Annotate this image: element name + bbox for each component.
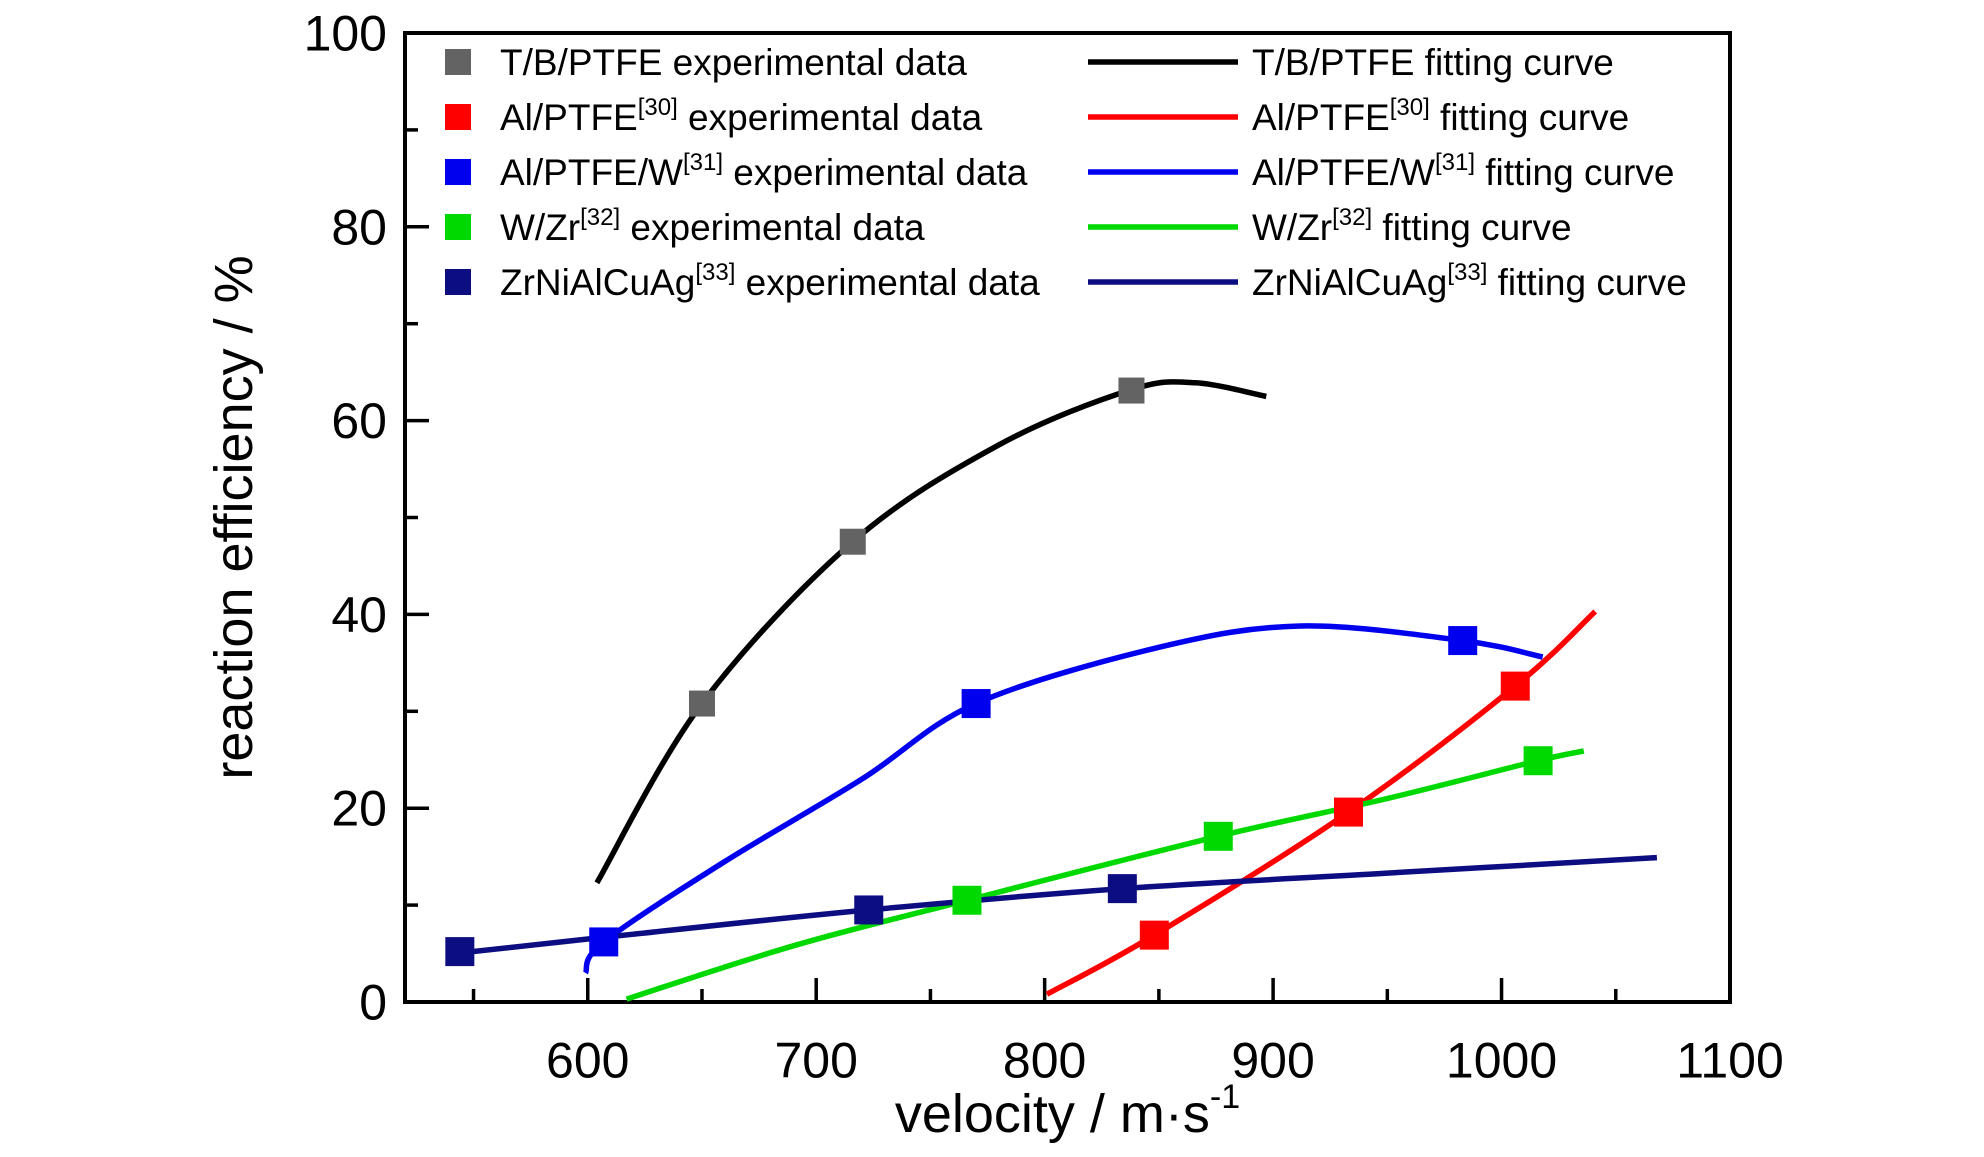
legend-label-experimental-2: Al/PTFE/W[31] experimental data bbox=[500, 149, 1028, 193]
x-tick-label: 600 bbox=[546, 1033, 629, 1089]
x-tick-label: 1100 bbox=[1676, 1033, 1784, 1089]
legend-marker-3 bbox=[445, 214, 471, 240]
legend-label-experimental-3: W/Zr[32] experimental data bbox=[500, 204, 925, 248]
legend-marker-4 bbox=[445, 269, 471, 295]
legend-marker-0 bbox=[445, 49, 471, 75]
y-tick-label: 20 bbox=[331, 781, 387, 837]
y-axis-title: reaction efficiency / % bbox=[204, 255, 264, 779]
x-axis-title: velocity / m·s-1 bbox=[895, 1078, 1240, 1144]
data-point-al-ptfe-w bbox=[961, 689, 991, 719]
data-point-w-zr bbox=[952, 885, 982, 915]
data-point-t-b-ptfe bbox=[839, 528, 866, 555]
markers-group bbox=[445, 377, 1553, 967]
legend-label-fitting-3: W/Zr[32] fitting curve bbox=[1252, 204, 1572, 248]
y-tick-label: 40 bbox=[331, 587, 387, 643]
legend-label-fitting-1: Al/PTFE[30] fitting curve bbox=[1252, 94, 1629, 138]
legend-label-fitting-2: Al/PTFE/W[31] fitting curve bbox=[1252, 149, 1674, 193]
x-tick-label: 700 bbox=[774, 1033, 857, 1089]
data-point-al-ptfe bbox=[1139, 920, 1169, 950]
data-point-t-b-ptfe bbox=[1118, 377, 1145, 404]
data-point-zrnialcuag bbox=[445, 937, 475, 967]
y-tick-label: 60 bbox=[331, 393, 387, 449]
fit-curve-t-b-ptfe bbox=[594, 379, 1267, 885]
legend-label-experimental-1: Al/PTFE[30] experimental data bbox=[500, 94, 983, 138]
y-tick-label: 0 bbox=[359, 975, 387, 1031]
fit-curve-w-zr bbox=[625, 748, 1585, 1002]
fit-curve-zrnialcuag bbox=[445, 854, 1658, 958]
data-point-al-ptfe bbox=[1333, 797, 1363, 827]
legend-label-experimental-0: T/B/PTFE experimental data bbox=[500, 42, 967, 83]
y-tick-label: 100 bbox=[304, 6, 387, 62]
legend-label-fitting-4: ZrNiAlCuAg[33] fitting curve bbox=[1252, 259, 1687, 303]
x-tick-label: 800 bbox=[1003, 1033, 1086, 1089]
data-point-w-zr bbox=[1523, 746, 1553, 776]
data-point-t-b-ptfe bbox=[688, 690, 715, 717]
data-point-w-zr bbox=[1203, 821, 1233, 851]
legend-label-fitting-0: T/B/PTFE fitting curve bbox=[1252, 42, 1614, 83]
legend: T/B/PTFE experimental data T/B/PTFE fitti… bbox=[445, 42, 1687, 303]
data-point-al-ptfe-w bbox=[589, 927, 619, 957]
legend-label-experimental-4: ZrNiAlCuAg[33] experimental data bbox=[500, 259, 1040, 303]
data-point-zrnialcuag bbox=[1107, 874, 1137, 904]
data-point-al-ptfe bbox=[1500, 671, 1530, 701]
ticks-group bbox=[405, 31, 1732, 1004]
data-point-al-ptfe-w bbox=[1448, 626, 1478, 656]
plot-frame bbox=[403, 31, 1732, 1004]
legend-marker-2 bbox=[445, 159, 471, 185]
x-tick-label: 1000 bbox=[1446, 1033, 1557, 1089]
y-tick-label: 80 bbox=[331, 199, 387, 255]
legend-marker-1 bbox=[445, 104, 471, 130]
x-tick-label: 900 bbox=[1231, 1033, 1314, 1089]
data-point-zrnialcuag bbox=[854, 895, 884, 925]
